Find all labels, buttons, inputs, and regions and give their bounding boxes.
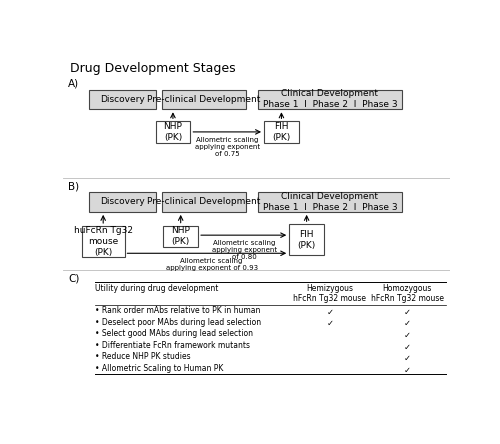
- Text: Allometric scaling
applying exponent of 0.93: Allometric scaling applying exponent of …: [166, 258, 258, 271]
- Text: ✓: ✓: [404, 342, 411, 352]
- Text: ✓: ✓: [404, 366, 411, 375]
- FancyBboxPatch shape: [88, 192, 156, 212]
- Text: ✓: ✓: [404, 331, 411, 340]
- Text: huFcRn Tg32
mouse
(PK): huFcRn Tg32 mouse (PK): [74, 226, 132, 257]
- Text: • Select good MAbs during lead selection: • Select good MAbs during lead selection: [96, 329, 254, 338]
- Text: Hemizygous
hFcRn Tg32 mouse: Hemizygous hFcRn Tg32 mouse: [294, 284, 366, 303]
- Text: Discovery: Discovery: [100, 198, 145, 206]
- FancyBboxPatch shape: [289, 224, 324, 255]
- Text: Allometric scaling
applying exponent
of 0.75: Allometric scaling applying exponent of …: [194, 137, 260, 157]
- Text: Discovery: Discovery: [100, 95, 145, 104]
- Text: FIH
(PK): FIH (PK): [272, 122, 290, 142]
- Text: Allometric scaling
applying exponent
of 0.80: Allometric scaling applying exponent of …: [212, 240, 277, 260]
- FancyBboxPatch shape: [162, 90, 246, 109]
- Text: ✓: ✓: [326, 308, 334, 317]
- Text: A): A): [68, 79, 80, 89]
- Text: • Allometric Scaling to Human PK: • Allometric Scaling to Human PK: [96, 364, 224, 373]
- Text: Utility during drug development: Utility during drug development: [96, 284, 219, 293]
- FancyBboxPatch shape: [258, 192, 402, 212]
- FancyBboxPatch shape: [162, 192, 246, 212]
- FancyBboxPatch shape: [82, 226, 124, 257]
- Text: • Rank order mAbs relative to PK in human: • Rank order mAbs relative to PK in huma…: [96, 306, 261, 315]
- Text: Pre-clinical Development: Pre-clinical Development: [147, 198, 260, 206]
- Text: ✓: ✓: [404, 319, 411, 328]
- FancyBboxPatch shape: [156, 121, 190, 143]
- Text: FIH
(PK): FIH (PK): [298, 230, 316, 250]
- Text: • Reduce NHP PK studies: • Reduce NHP PK studies: [96, 353, 191, 361]
- Text: Clinical Development
Phase 1  I  Phase 2  I  Phase 3: Clinical Development Phase 1 I Phase 2 I…: [262, 192, 397, 212]
- Text: ✓: ✓: [404, 354, 411, 363]
- Text: Drug Development Stages: Drug Development Stages: [70, 62, 236, 75]
- Text: Homozygous
hFcRn Tg32 mouse: Homozygous hFcRn Tg32 mouse: [371, 284, 444, 303]
- Text: ✓: ✓: [326, 319, 334, 328]
- Text: B): B): [68, 182, 80, 191]
- FancyBboxPatch shape: [163, 226, 198, 247]
- Text: • Deselect poor MAbs during lead selection: • Deselect poor MAbs during lead selecti…: [96, 317, 262, 326]
- FancyBboxPatch shape: [88, 90, 156, 109]
- Text: Clinical Development
Phase 1  I  Phase 2  I  Phase 3: Clinical Development Phase 1 I Phase 2 I…: [262, 89, 397, 110]
- Text: Pre-clinical Development: Pre-clinical Development: [147, 95, 260, 104]
- Text: NHP
(PK): NHP (PK): [171, 226, 190, 246]
- Text: C): C): [68, 274, 80, 284]
- Text: NHP
(PK): NHP (PK): [164, 122, 182, 142]
- Text: • Differentiate FcRn framework mutants: • Differentiate FcRn framework mutants: [96, 341, 250, 350]
- FancyBboxPatch shape: [264, 121, 299, 143]
- FancyBboxPatch shape: [258, 90, 402, 109]
- Text: ✓: ✓: [404, 308, 411, 317]
